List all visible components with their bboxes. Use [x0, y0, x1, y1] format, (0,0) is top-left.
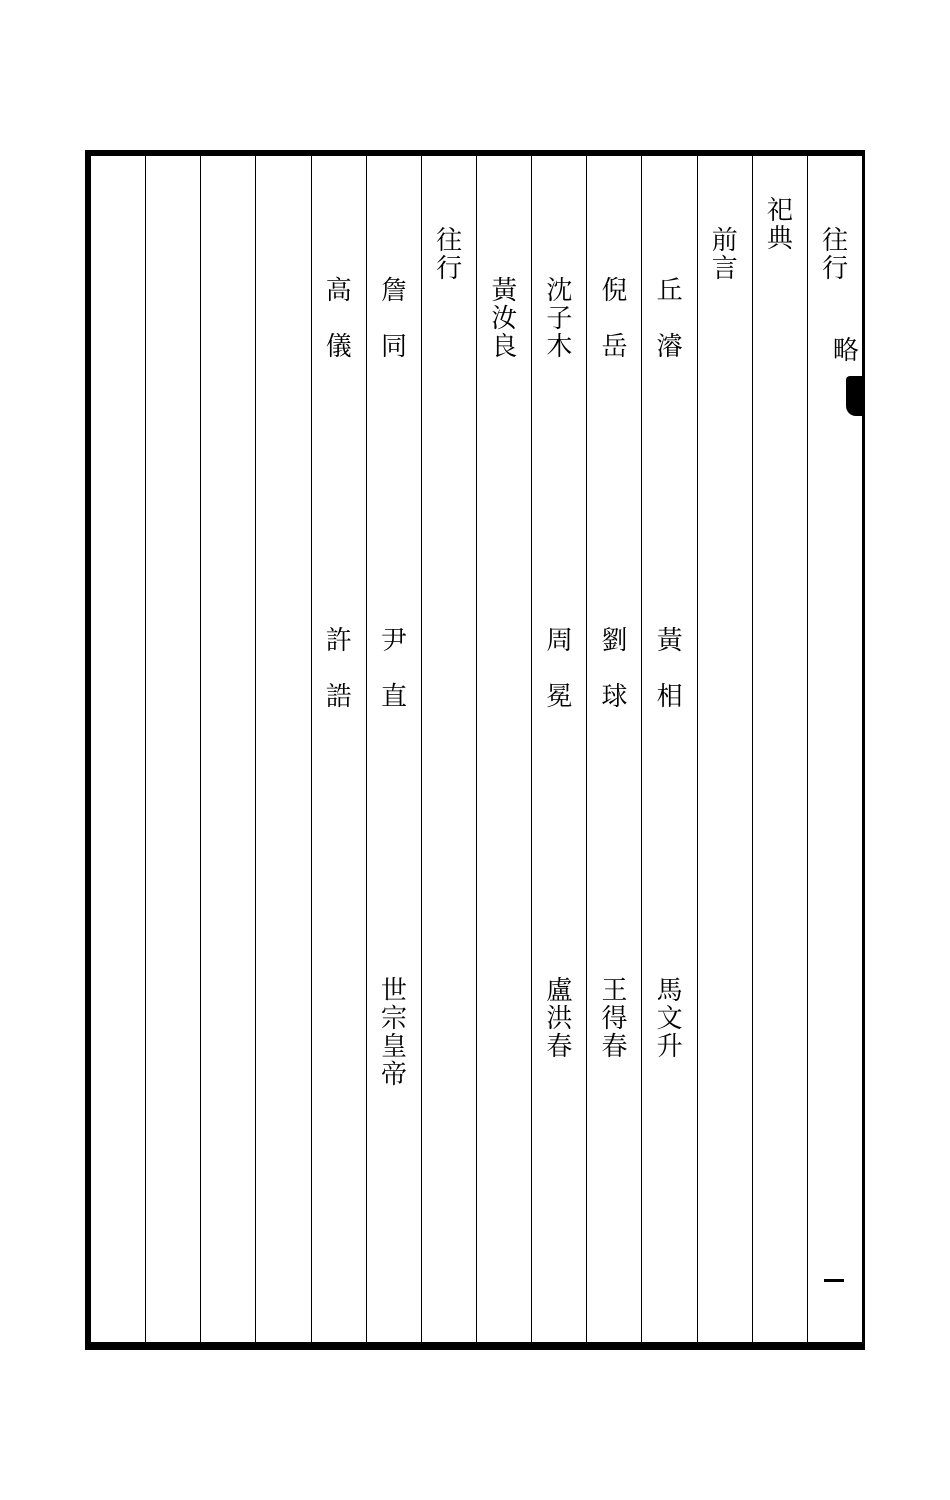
- col9-top: 詹 同: [380, 276, 407, 360]
- column-7: 黃汝良: [477, 156, 532, 1342]
- col1-header: 往行: [821, 226, 848, 282]
- col4-mid: 黃 相: [656, 626, 683, 710]
- column-1: 往行 略: [808, 156, 862, 1342]
- column-5: 倪 岳 劉 球 王得春: [587, 156, 642, 1342]
- column-4: 丘 濬 黃 相 馬文升: [642, 156, 697, 1342]
- col7-top: 黃汝良: [490, 276, 517, 360]
- column-12: [201, 156, 256, 1342]
- col8-header: 往行: [435, 226, 462, 282]
- col6-bot: 盧洪春: [546, 976, 573, 1060]
- bottom-dash: [824, 1279, 844, 1282]
- column-6: 沈子木 周 冕 盧洪春: [532, 156, 587, 1342]
- col4-bot: 馬文升: [656, 976, 683, 1060]
- col6-mid: 周 冕: [546, 626, 573, 710]
- column-14: [91, 156, 146, 1342]
- col5-top: 倪 岳: [601, 276, 628, 360]
- column-3: 前言: [698, 156, 753, 1342]
- column-13: [146, 156, 201, 1342]
- col4-top: 丘 濬: [656, 276, 683, 360]
- col10-mid: 許 誥: [325, 626, 352, 710]
- col9-bot: 世宗皇帝: [380, 976, 407, 1088]
- column-9: 詹 同 尹 直 世宗皇帝: [367, 156, 422, 1342]
- col2-header: 祀典: [766, 196, 793, 252]
- column-8: 往行: [422, 156, 477, 1342]
- col9-mid: 尹 直: [380, 626, 407, 710]
- column-10: 高 儀 許 誥: [312, 156, 367, 1342]
- col6-top: 沈子木: [546, 276, 573, 360]
- column-11: [256, 156, 311, 1342]
- col3-header: 前言: [711, 226, 738, 282]
- woodblock-page: 往行 略 祀典 前言 丘 濬 黃 相 馬文升 倪 岳 劉 球 王得春 沈子木 周…: [85, 150, 865, 1350]
- column-2: 祀典: [753, 156, 808, 1342]
- col5-bot: 王得春: [601, 976, 628, 1060]
- col1-side: 略: [832, 336, 859, 364]
- col5-mid: 劉 球: [601, 626, 628, 710]
- thumb-index-marker: [846, 376, 864, 416]
- col10-top: 高 儀: [325, 276, 352, 360]
